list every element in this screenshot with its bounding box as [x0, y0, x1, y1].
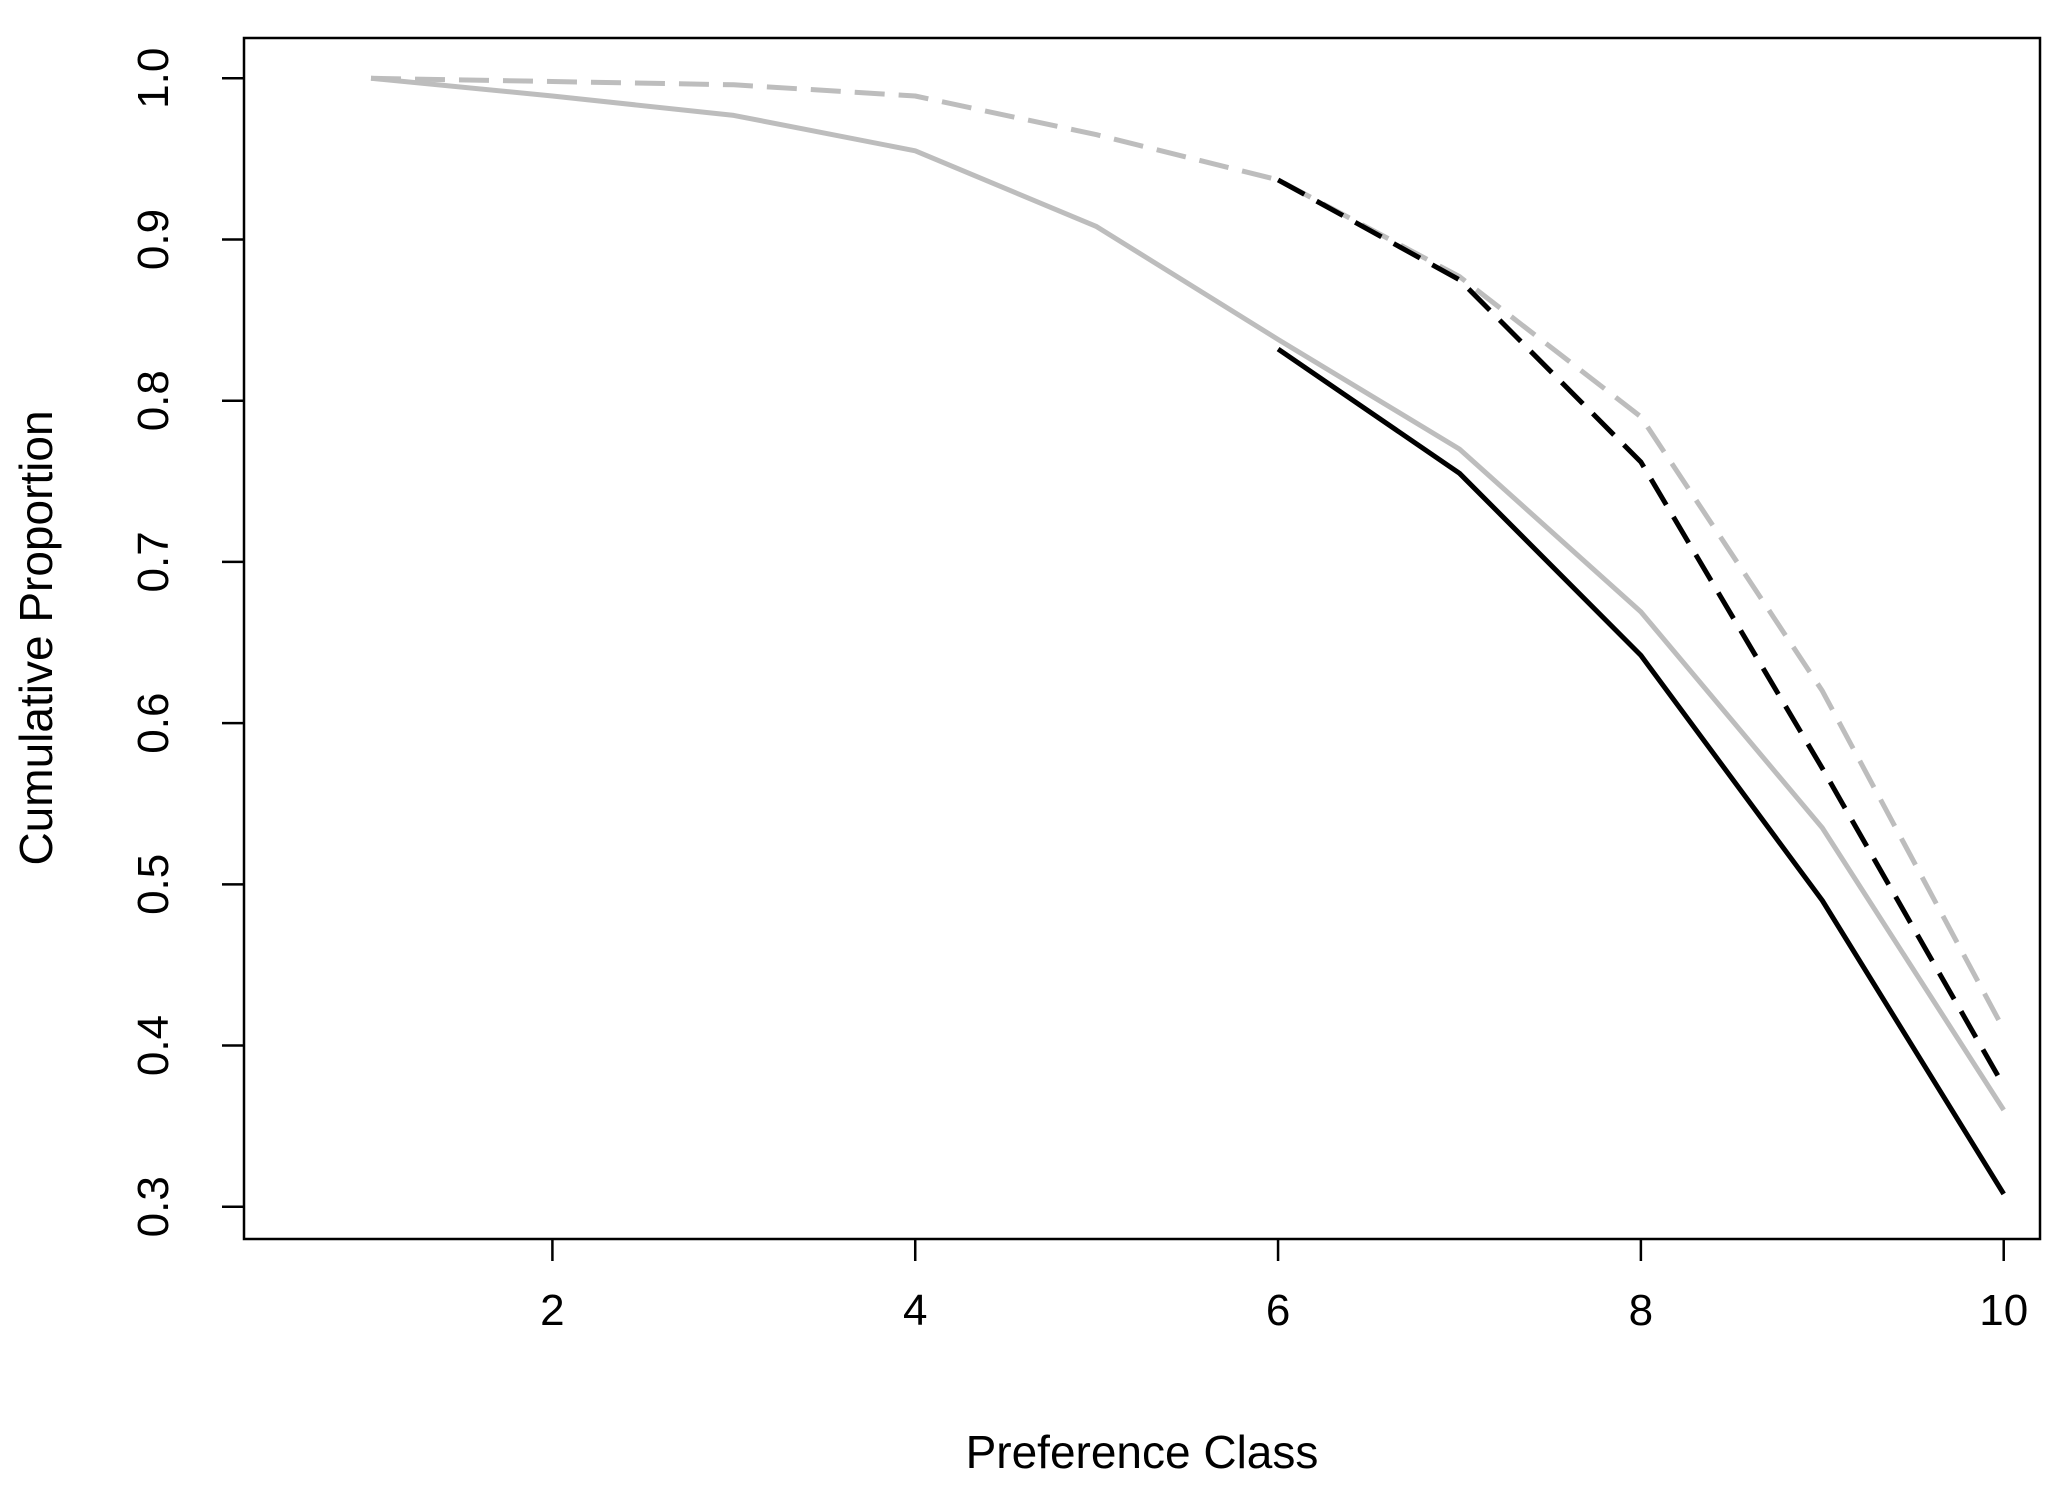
plot-frame	[242, 36, 2042, 1241]
series-line-4	[1276, 347, 2006, 1196]
series-line-2	[1276, 177, 2006, 1088]
y-tick-label: 0.4	[129, 1015, 178, 1076]
x-tick-label: 8	[1629, 1286, 1653, 1335]
y-tick-label: 0.7	[129, 531, 178, 592]
y-tick-label: 0.5	[129, 854, 178, 915]
x-tick-label: 2	[540, 1286, 564, 1335]
y-tick-label: 0.3	[129, 1176, 178, 1237]
series-layer	[370, 75, 2006, 1196]
y-tick-label: 0.8	[129, 370, 178, 431]
series-line-1	[370, 75, 2006, 1031]
series-line-3	[370, 75, 2006, 1112]
x-tick-label: 10	[1979, 1286, 2028, 1335]
x-axis: 2 4 6 8 10	[540, 1239, 2028, 1335]
y-tick-label: 0.6	[129, 693, 178, 754]
x-axis-title: Preference Class	[966, 1426, 1319, 1478]
y-tick-label: 1.0	[129, 48, 178, 109]
x-tick-label: 6	[1266, 1286, 1290, 1335]
y-tick-label: 0.9	[129, 209, 178, 270]
y-axis-title: Cumulative Proportion	[10, 410, 62, 865]
y-axis: 0.3 0.4 0.5 0.6 0.7 0.8 0.9 1.0	[129, 48, 244, 1237]
x-tick-label: 4	[903, 1286, 927, 1335]
